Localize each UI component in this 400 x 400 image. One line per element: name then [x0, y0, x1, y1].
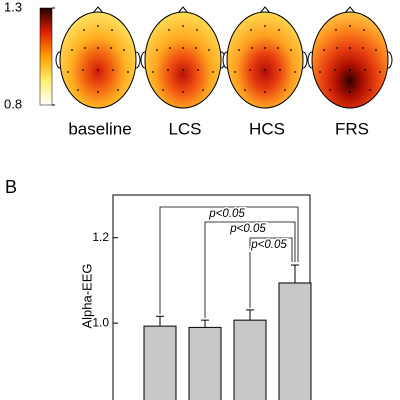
colorbar-tick-label: 1.3	[4, 0, 22, 14]
panel-label: B	[5, 177, 17, 197]
electrode	[182, 91, 184, 93]
electrode	[335, 29, 337, 31]
condition-label: HCS	[249, 119, 285, 138]
condition-label: FRS	[335, 119, 369, 138]
electrode	[97, 25, 99, 27]
electrode	[244, 89, 246, 91]
electrode	[234, 71, 236, 73]
significance-bracket	[249, 237, 293, 308]
y-tick-label: 1.2	[92, 230, 109, 244]
electrode	[97, 47, 99, 49]
electrode	[349, 47, 351, 49]
electrode	[323, 49, 325, 51]
electrode	[117, 89, 119, 91]
head-nose	[92, 6, 104, 14]
significance-label: p<0.05	[250, 239, 287, 251]
significance-bracket	[159, 206, 299, 314]
electrode	[264, 91, 266, 93]
electrode	[277, 47, 279, 49]
electrode	[334, 69, 336, 71]
electrode	[279, 69, 281, 71]
electrode	[363, 29, 365, 31]
electrode	[238, 49, 240, 51]
significance-label: p<0.05	[208, 208, 245, 220]
electrode	[290, 49, 292, 51]
electrode	[364, 69, 366, 71]
electrode	[249, 69, 251, 71]
electrode	[77, 89, 79, 91]
electrode	[375, 49, 377, 51]
significance-label: p<0.05	[229, 223, 266, 235]
electrode	[112, 69, 114, 71]
bar	[278, 282, 312, 400]
electrode	[294, 71, 296, 73]
electrode	[84, 47, 86, 49]
electrode	[182, 69, 184, 71]
head-map	[144, 11, 222, 109]
electrode	[195, 47, 197, 49]
head-map	[226, 11, 304, 109]
electrode	[264, 25, 266, 27]
electrode	[197, 69, 199, 71]
electrode	[264, 69, 266, 71]
head-map	[59, 11, 137, 109]
electrode	[319, 71, 321, 73]
bar	[233, 319, 267, 400]
electrode	[167, 69, 169, 71]
electrode	[362, 47, 364, 49]
colorbar-tick-label: 0.8	[4, 96, 22, 111]
electrode	[379, 71, 381, 73]
bar	[188, 326, 222, 400]
electrode	[196, 29, 198, 31]
electrode	[97, 69, 99, 71]
electrode	[97, 91, 99, 93]
electrode	[168, 29, 170, 31]
electrode	[169, 47, 171, 49]
topomaps	[55, 6, 393, 109]
head-nose	[259, 6, 271, 14]
electrode	[208, 49, 210, 51]
electrode	[349, 91, 351, 93]
head-nose	[177, 6, 189, 14]
electrode	[71, 49, 73, 51]
electrode	[67, 71, 69, 73]
condition-label: baseline	[68, 119, 131, 138]
significance-bracket	[204, 221, 296, 318]
y-tick-label: 1.0	[92, 315, 109, 329]
electrode	[284, 89, 286, 91]
electrode	[251, 47, 253, 49]
condition-label: LCS	[168, 119, 201, 138]
electrode	[162, 89, 164, 91]
head-map	[311, 11, 389, 109]
electrode	[127, 71, 129, 73]
head-nose	[344, 6, 356, 14]
electrode	[123, 49, 125, 51]
electrode	[156, 49, 158, 51]
electrode	[264, 47, 266, 49]
electrode	[336, 47, 338, 49]
electrode	[278, 29, 280, 31]
electrode	[82, 69, 84, 71]
y-axis-label: Alpha-EEG	[79, 263, 94, 328]
electrode	[152, 71, 154, 73]
electrode	[182, 25, 184, 27]
electrode	[349, 69, 351, 71]
electrode	[212, 71, 214, 73]
electrode	[110, 47, 112, 49]
electrode	[202, 89, 204, 91]
electrode	[369, 89, 371, 91]
electrode	[349, 25, 351, 27]
bar	[143, 325, 177, 400]
electrode	[83, 29, 85, 31]
electrode	[182, 47, 184, 49]
electrode	[250, 29, 252, 31]
electrode	[329, 89, 331, 91]
electrode	[111, 29, 113, 31]
colorbar	[39, 7, 53, 106]
